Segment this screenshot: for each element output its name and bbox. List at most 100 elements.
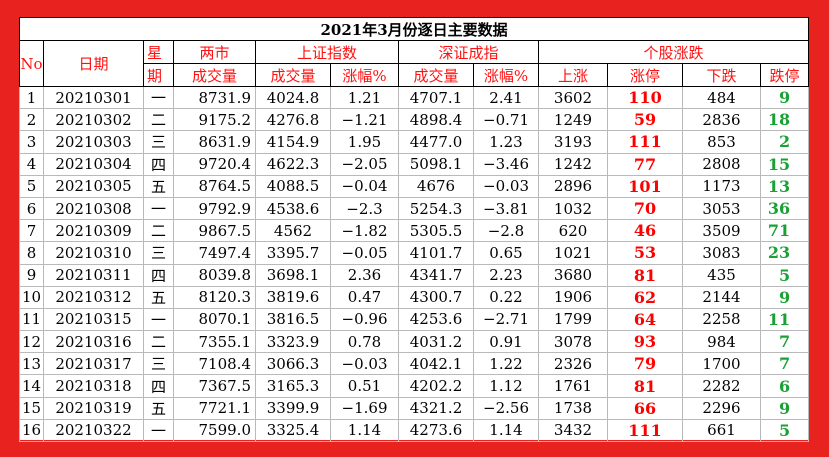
march-2021-daily-table: 2021年3月份逐日主要数据 No 日期 星 两市 上证指数 深证成指 个股涨跌…: [18, 17, 810, 443]
header-shenzhen-index: 深证成指: [398, 40, 539, 64]
row-limit-up: 66: [607, 396, 683, 420]
row-both-volume: 7599.0: [173, 418, 256, 443]
row-sz-change: −3.46: [473, 152, 539, 176]
table-row: 13 20210317 三 7108.4 3066.3 −0.03 4042.1 1.22 23…: [19, 352, 810, 376]
row-limit-down: 7: [759, 352, 810, 376]
row-up: 2896: [538, 174, 608, 198]
row-date: 20210305: [43, 174, 144, 198]
row-down: 3083: [682, 241, 761, 265]
row-both-volume: 7367.5: [173, 374, 256, 398]
row-no: 1: [19, 85, 44, 110]
row-both-volume: 9175.2: [173, 108, 256, 132]
row-weekday: 五: [143, 174, 174, 198]
row-no: 5: [19, 174, 44, 198]
row-limit-down: 36: [759, 196, 810, 221]
row-limit-up: 81: [607, 374, 683, 398]
row-no: 10: [19, 285, 44, 309]
row-weekday: 三: [143, 130, 174, 154]
header-both-1: 两市: [173, 40, 256, 64]
row-date: 20210301: [43, 85, 144, 110]
row-sh-change: −2.05: [330, 152, 399, 176]
row-sh-change: 0.51: [330, 374, 399, 398]
row-both-volume: 7721.1: [173, 396, 256, 420]
row-weekday: 二: [143, 330, 174, 354]
row-sz-change: 1.14: [473, 418, 539, 443]
header-limit-up: 涨停: [607, 63, 683, 87]
row-no: 15: [19, 396, 44, 420]
row-sh-volume: 4088.5: [255, 174, 331, 198]
row-limit-down: 6: [759, 374, 810, 398]
row-sh-change: 1.14: [330, 418, 399, 443]
row-weekday: 一: [143, 307, 174, 332]
row-limit-up: 70: [607, 196, 683, 221]
header-up: 上涨: [538, 63, 608, 87]
row-both-volume: 7108.4: [173, 352, 256, 376]
row-limit-up: 53: [607, 241, 683, 265]
row-sz-volume: 4253.6: [398, 307, 474, 332]
row-both-volume: 7355.1: [173, 330, 256, 354]
row-no: 8: [19, 241, 44, 265]
row-sh-volume: 3819.6: [255, 285, 331, 309]
row-sz-change: −2.8: [473, 219, 539, 243]
row-sz-volume: 4202.2: [398, 374, 474, 398]
row-limit-down: 9: [759, 285, 810, 309]
row-date: 20210318: [43, 374, 144, 398]
row-limit-down: 9: [759, 396, 810, 420]
row-sz-change: 0.65: [473, 241, 539, 265]
row-down: 2144: [682, 285, 761, 309]
header-weekday-1: 星: [143, 40, 174, 64]
row-limit-down: 23: [759, 241, 810, 265]
row-down: 2282: [682, 374, 761, 398]
row-limit-up: 59: [607, 108, 683, 132]
row-date: 20210315: [43, 307, 144, 332]
row-down: 435: [682, 263, 761, 287]
row-date: 20210311: [43, 263, 144, 287]
row-sh-change: −0.96: [330, 307, 399, 332]
header-no: No: [19, 40, 44, 87]
row-limit-down: 71: [759, 219, 810, 243]
row-sh-volume: 3323.9: [255, 330, 331, 354]
row-sz-change: −2.71: [473, 307, 539, 332]
row-down: 853: [682, 130, 761, 154]
row-no: 2: [19, 108, 44, 132]
row-no: 12: [19, 330, 44, 354]
row-limit-up: 77: [607, 152, 683, 176]
row-no: 11: [19, 307, 44, 332]
row-weekday: 一: [143, 196, 174, 221]
row-limit-down: 2: [759, 130, 810, 154]
row-sz-change: 2.41: [473, 85, 539, 110]
table-row: 2 20210302 二 9175.2 4276.8 −1.21 4898.4 −0.71 12…: [19, 108, 810, 132]
row-sz-volume: 4042.1: [398, 352, 474, 376]
row-weekday: 三: [143, 352, 174, 376]
row-limit-up: 64: [607, 307, 683, 332]
row-date: 20210303: [43, 130, 144, 154]
row-sh-change: 2.36: [330, 263, 399, 287]
header-stock-movement: 个股涨跌: [537, 40, 810, 64]
row-limit-down: 18: [759, 108, 810, 132]
row-weekday: 一: [143, 85, 174, 110]
row-sz-change: 0.91: [473, 330, 539, 354]
row-up: 3193: [538, 130, 608, 154]
row-both-volume: 8070.1: [173, 307, 256, 332]
row-weekday: 二: [143, 219, 174, 243]
row-sh-volume: 4538.6: [255, 196, 331, 221]
header-limit-down: 跌停: [759, 63, 810, 87]
row-limit-down: 7: [759, 330, 810, 354]
row-up: 2326: [538, 352, 608, 376]
row-both-volume: 8764.5: [173, 174, 256, 198]
row-sh-volume: 4276.8: [255, 108, 331, 132]
header-sz-volume: 成交量: [398, 63, 474, 87]
row-sz-change: 1.22: [473, 352, 539, 376]
row-sh-change: 0.47: [330, 285, 399, 309]
row-both-volume: 8039.8: [173, 263, 256, 287]
row-both-volume: 7497.4: [173, 241, 256, 265]
row-up: 3602: [538, 85, 608, 110]
row-up: 1021: [538, 241, 608, 265]
row-limit-down: 5: [759, 418, 810, 443]
row-sh-volume: 4024.8: [255, 85, 331, 110]
row-sz-volume: 4300.7: [398, 285, 474, 309]
row-sh-change: −1.82: [330, 219, 399, 243]
row-weekday: 四: [143, 263, 174, 287]
table-title: 2021年3月份逐日主要数据: [18, 17, 810, 41]
row-up: 1242: [538, 152, 608, 176]
